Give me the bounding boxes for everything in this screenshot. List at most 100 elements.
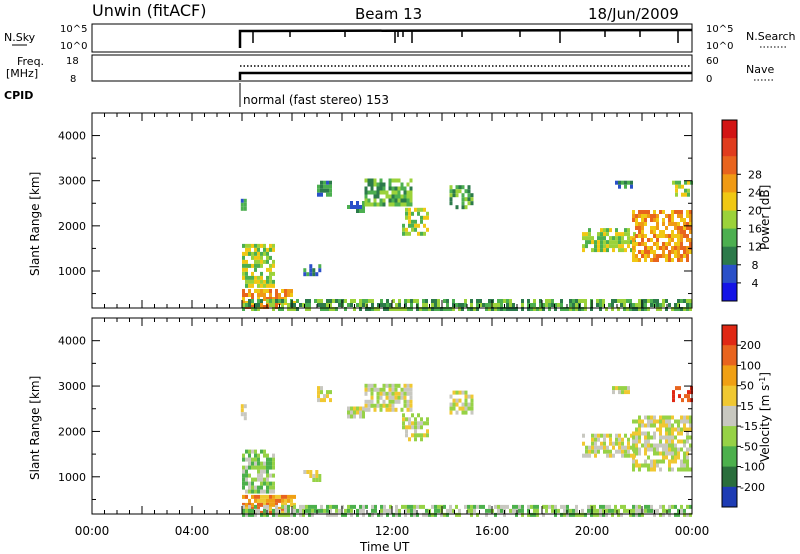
data-cell [671,210,674,214]
data-cell [542,504,545,509]
data-cell [662,459,665,464]
data-cell [686,435,689,440]
data-cell [644,463,647,468]
data-cell [332,504,335,509]
data-cell [638,504,641,509]
data-cell [254,247,257,252]
data-cell [359,508,362,513]
data-cell [242,303,245,307]
data-cell [414,219,417,224]
data-cell [449,193,453,198]
data-cell [368,512,371,517]
data-cell [318,478,322,482]
data-cell [391,194,395,199]
data-cell [659,303,662,307]
data-cell [599,512,602,517]
data-cell [376,194,380,199]
data-cell [665,447,668,452]
data-cell [391,391,395,396]
data-cell [608,504,611,509]
data-cell [675,180,678,185]
data-cell [569,512,572,517]
data-cell [417,231,420,236]
data-cell [630,453,633,458]
data-cell [257,453,260,458]
data-cell [560,299,563,303]
data-cell [677,423,680,428]
data-cell [359,504,362,509]
data-cell [632,218,635,222]
data-cell [269,289,272,293]
data-cell [668,459,671,464]
data-cell [617,512,620,517]
data-cell [615,441,618,446]
data-cell [668,435,671,440]
data-cell [309,264,313,269]
data-cell [269,243,272,248]
data-cell [344,512,347,517]
data-cell [398,299,401,303]
data-cell [416,512,419,517]
data-cell [638,250,641,254]
data-cell [243,202,247,207]
data-cell [602,299,605,303]
data-cell [426,433,429,438]
data-cell [674,512,677,517]
data-cell [632,455,635,460]
data-cell [641,443,644,448]
data-cell [611,307,614,311]
data-cell [440,512,443,517]
data-cell [254,504,257,509]
data-cell [689,299,692,303]
data-cell [656,299,659,303]
data-cell [362,406,365,411]
data-cell [582,433,585,438]
data-cell [420,433,423,438]
data-cell [563,512,566,517]
data-cell [257,489,260,494]
data-cell [260,271,263,276]
data-cell [632,447,635,452]
x-tick-label: 08:00 [275,524,310,538]
data-cell [638,258,641,262]
data-cell [376,182,380,187]
data-cell [257,279,260,284]
data-cell [638,512,641,517]
data-cell [638,230,641,234]
data-cell [260,279,263,284]
data-cell [461,185,465,190]
data-cell [281,512,284,517]
data-cell [275,498,278,503]
data-cell [611,508,614,513]
data-cell [371,508,374,513]
data-cell [382,190,386,195]
data-cell [272,473,275,478]
data-cell [302,512,305,517]
data-cell [364,383,368,388]
data-cell [260,473,263,478]
data-cell [281,498,284,503]
data-cell [521,299,524,303]
data-cell [449,189,453,194]
data-cell [572,512,575,517]
data-cell [414,433,417,438]
data-cell [402,227,405,232]
data-cell [257,477,260,482]
data-cell [406,383,410,388]
data-cell [464,398,468,403]
data-cell [674,307,677,311]
data-cell [677,431,680,436]
freq-panel: Freq. [MHz] 18 8 60 0 Nave [6,54,774,85]
data-cell [293,494,296,499]
data-cell [385,395,389,400]
data-cell [362,504,365,509]
data-cell [686,250,689,254]
data-cell [563,508,566,513]
data-cell [394,407,398,412]
data-cell [618,248,621,253]
data-cell [668,218,671,222]
data-cell [434,307,437,311]
data-cell [434,504,437,509]
data-cell [674,234,677,238]
x-tick-label: 04:00 [175,524,210,538]
